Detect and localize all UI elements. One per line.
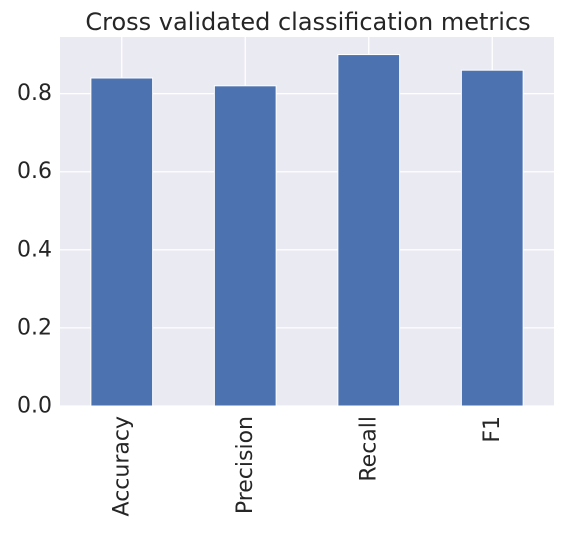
y-tick-label: 0.2 bbox=[17, 315, 52, 340]
x-tick-label: Recall bbox=[356, 416, 381, 482]
y-tick-label: 0.6 bbox=[17, 159, 52, 184]
bar-recall bbox=[338, 55, 400, 406]
bar-accuracy bbox=[91, 78, 153, 406]
x-axis-ticks: Accuracy Precision Recall F1 bbox=[109, 416, 505, 516]
bar-precision bbox=[214, 86, 276, 406]
y-tick-label: 0.8 bbox=[17, 81, 52, 106]
x-tick-label: Accuracy bbox=[109, 416, 134, 516]
y-tick-label: 0.0 bbox=[17, 394, 52, 419]
x-tick-label: Precision bbox=[233, 416, 258, 514]
chart-title: Cross validated classification metrics bbox=[85, 8, 530, 36]
x-tick-label: F1 bbox=[480, 416, 505, 443]
y-axis-ticks: 0.0 0.2 0.4 0.6 0.8 bbox=[17, 81, 52, 418]
bar-f1 bbox=[461, 70, 523, 406]
y-tick-label: 0.4 bbox=[17, 237, 52, 262]
